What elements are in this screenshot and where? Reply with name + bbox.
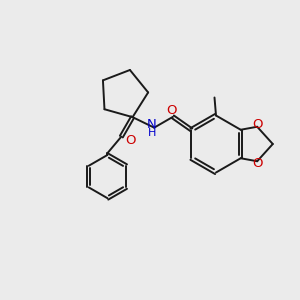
Text: O: O: [125, 134, 136, 147]
Text: O: O: [253, 157, 263, 170]
Text: O: O: [166, 104, 177, 117]
Text: O: O: [253, 118, 263, 131]
Text: H: H: [148, 128, 156, 138]
Text: N: N: [147, 118, 157, 131]
